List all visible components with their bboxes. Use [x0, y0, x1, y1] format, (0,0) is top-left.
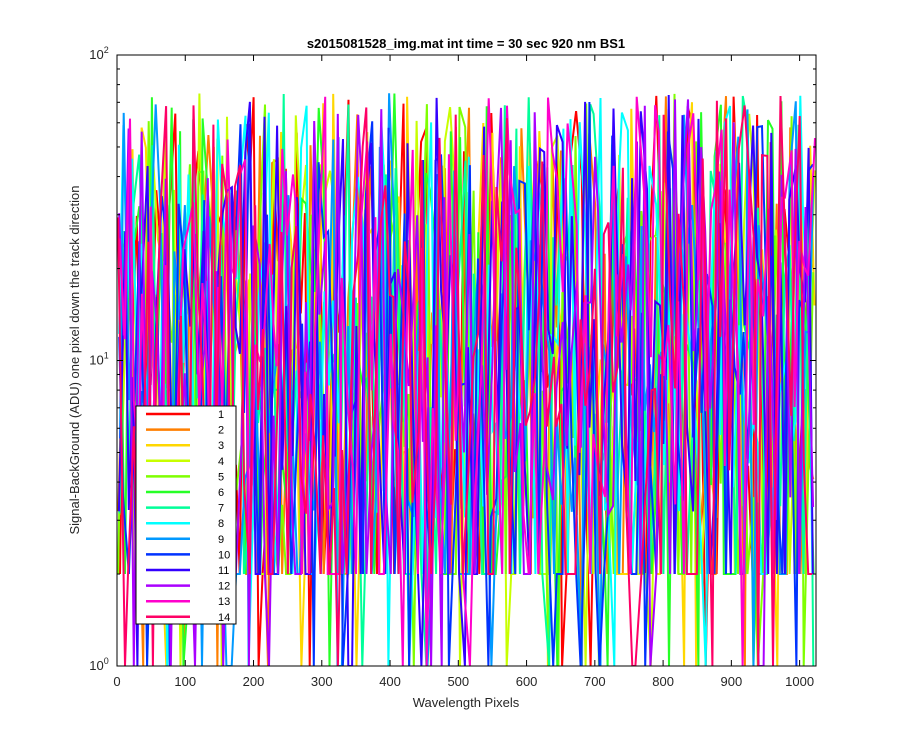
legend-item-1[interactable]: 1 [146, 409, 224, 421]
legend-item-10[interactable]: 10 [146, 549, 230, 561]
legend-label: 12 [218, 581, 230, 593]
legend-label: 11 [218, 565, 229, 577]
series-line-14 [117, 95, 813, 666]
x-tick-label: 0 [113, 674, 120, 689]
x-tick-label: 700 [584, 674, 606, 689]
legend-item-14[interactable]: 14 [146, 612, 230, 624]
x-tick-label: 900 [721, 674, 743, 689]
chart-title: s2015081528_img.mat int time = 30 sec 92… [307, 36, 625, 51]
x-tick-label: 200 [243, 674, 265, 689]
legend-item-2[interactable]: 2 [146, 425, 224, 437]
legend-label: 10 [218, 549, 230, 561]
x-tick-label: 500 [447, 674, 469, 689]
tick-layer: 0 100 200 300 400 500 600 700 800 900 100010010110… [89, 45, 816, 689]
legend-item-9[interactable]: 9 [146, 534, 224, 546]
legend-label: 6 [218, 487, 224, 499]
x-tick-label: 600 [516, 674, 538, 689]
x-axis-label: Wavelength Pixels [413, 695, 520, 710]
legend-item-3[interactable]: 3 [146, 440, 224, 452]
legend-item-5[interactable]: 5 [146, 471, 224, 483]
legend-box [135, 405, 237, 625]
y-axis-label: Signal-BackGround (ADU) one pixel down t… [67, 185, 82, 534]
legend-item-7[interactable]: 7 [146, 503, 224, 515]
legend-label: 8 [218, 518, 224, 530]
legend-label: 3 [218, 440, 224, 452]
legend-item-11[interactable]: 11 [146, 565, 229, 577]
legend-item-8[interactable]: 8 [146, 518, 224, 530]
legend-item-12[interactable]: 12 [146, 581, 230, 593]
x-tick-label: 100 [174, 674, 196, 689]
legend-label: 13 [218, 596, 230, 608]
x-tick-label: 300 [311, 674, 333, 689]
x-tick-label: 400 [379, 674, 401, 689]
legend-label: 14 [218, 612, 230, 624]
legend-item-13[interactable]: 13 [146, 596, 230, 608]
legend-label: 9 [218, 534, 224, 546]
legend-label: 7 [218, 503, 224, 515]
legend-label: 5 [218, 471, 224, 483]
legend-label: 1 [218, 409, 224, 421]
legend-label: 4 [218, 456, 224, 468]
legend-item-6[interactable]: 6 [146, 487, 224, 499]
x-tick-label: 800 [652, 674, 674, 689]
legend-label: 2 [218, 425, 224, 437]
x-tick-label: 1000 [785, 674, 814, 689]
legend-item-4[interactable]: 4 [146, 456, 224, 468]
